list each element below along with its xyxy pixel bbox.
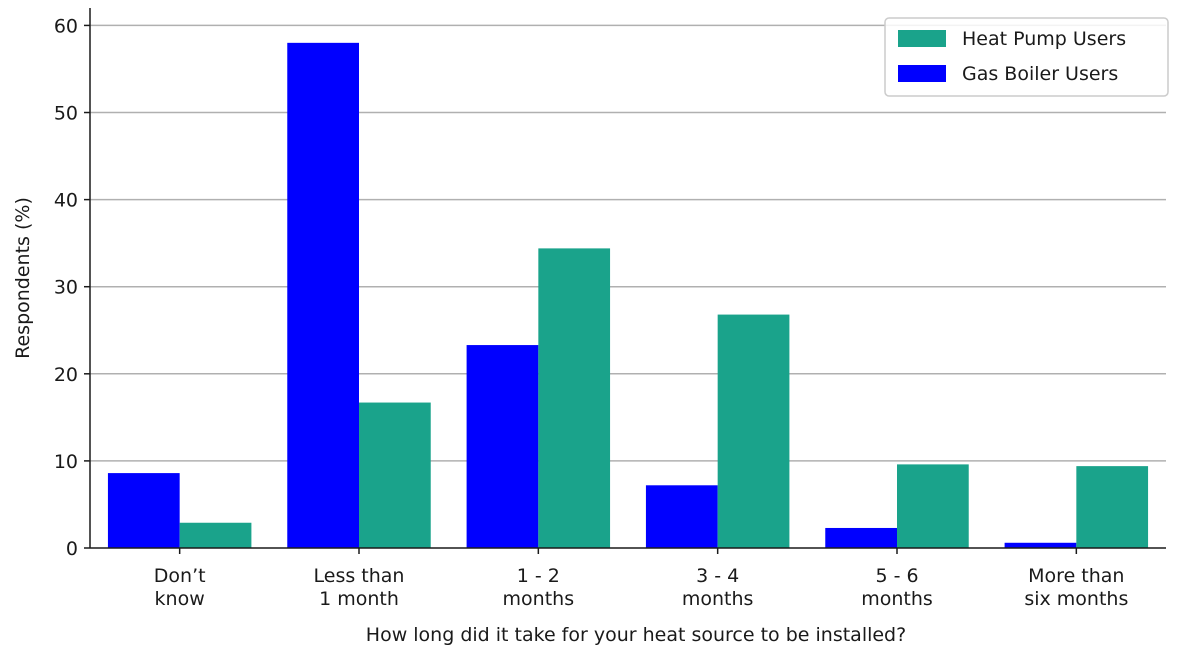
y-tick-label: 50 bbox=[54, 103, 78, 125]
x-tick-label: Don’t know bbox=[154, 565, 206, 610]
bar-heat-pump-users bbox=[179, 522, 252, 548]
y-tick-label: 20 bbox=[54, 364, 78, 386]
bar-gas-boiler-users bbox=[287, 42, 359, 548]
y-axis-label: Respondents (%) bbox=[12, 197, 34, 359]
y-tick-label: 60 bbox=[54, 15, 78, 37]
legend-label-heat-pump-users: Heat Pump Users bbox=[962, 28, 1126, 50]
legend: Heat Pump Users Gas Boiler Users bbox=[884, 17, 1169, 97]
y-tick-labels: 0 10 20 30 40 50 60 bbox=[54, 15, 78, 560]
bar-heat-pump-users bbox=[897, 464, 969, 548]
x-tick-label: Less than 1 month bbox=[314, 565, 405, 610]
y-tick-label: 40 bbox=[54, 190, 78, 212]
bar-gas-boiler-users bbox=[466, 345, 539, 548]
y-tick-label: 30 bbox=[54, 277, 78, 299]
bar-heat-pump-users bbox=[1076, 466, 1149, 548]
legend-swatch-heat-pump-users bbox=[898, 30, 946, 47]
bar-gas-boiler-users bbox=[825, 527, 897, 548]
x-tick-label: More than six months bbox=[1024, 565, 1128, 610]
gridlines bbox=[90, 24, 1166, 462]
bar-heat-pump-users bbox=[538, 248, 611, 549]
bar-gas-boiler-users bbox=[107, 473, 180, 548]
bars bbox=[107, 42, 1149, 549]
legend-frame bbox=[884, 17, 1169, 97]
axes bbox=[84, 8, 1166, 554]
x-tick-label: 3 - 4 months bbox=[682, 565, 754, 610]
bar-heat-pump-users bbox=[359, 402, 431, 548]
x-tick-labels: Don’t know Less than 1 month 1 - 2 months 3 - … bbox=[154, 565, 1129, 610]
y-tick-label: 0 bbox=[66, 538, 78, 560]
legend-label-gas-boiler-users: Gas Boiler Users bbox=[962, 63, 1118, 85]
bar-gas-boiler-users bbox=[1004, 542, 1077, 548]
x-tick-label: 1 - 2 months bbox=[503, 565, 575, 610]
x-axis-label: How long did it take for your heat sourc… bbox=[366, 624, 906, 646]
bar-gas-boiler-users bbox=[645, 485, 718, 548]
legend-swatch-gas-boiler-users bbox=[898, 65, 946, 82]
x-tick-label: 5 - 6 months bbox=[861, 565, 933, 610]
y-tick-label: 10 bbox=[54, 451, 78, 473]
bar-heat-pump-users bbox=[717, 314, 790, 548]
